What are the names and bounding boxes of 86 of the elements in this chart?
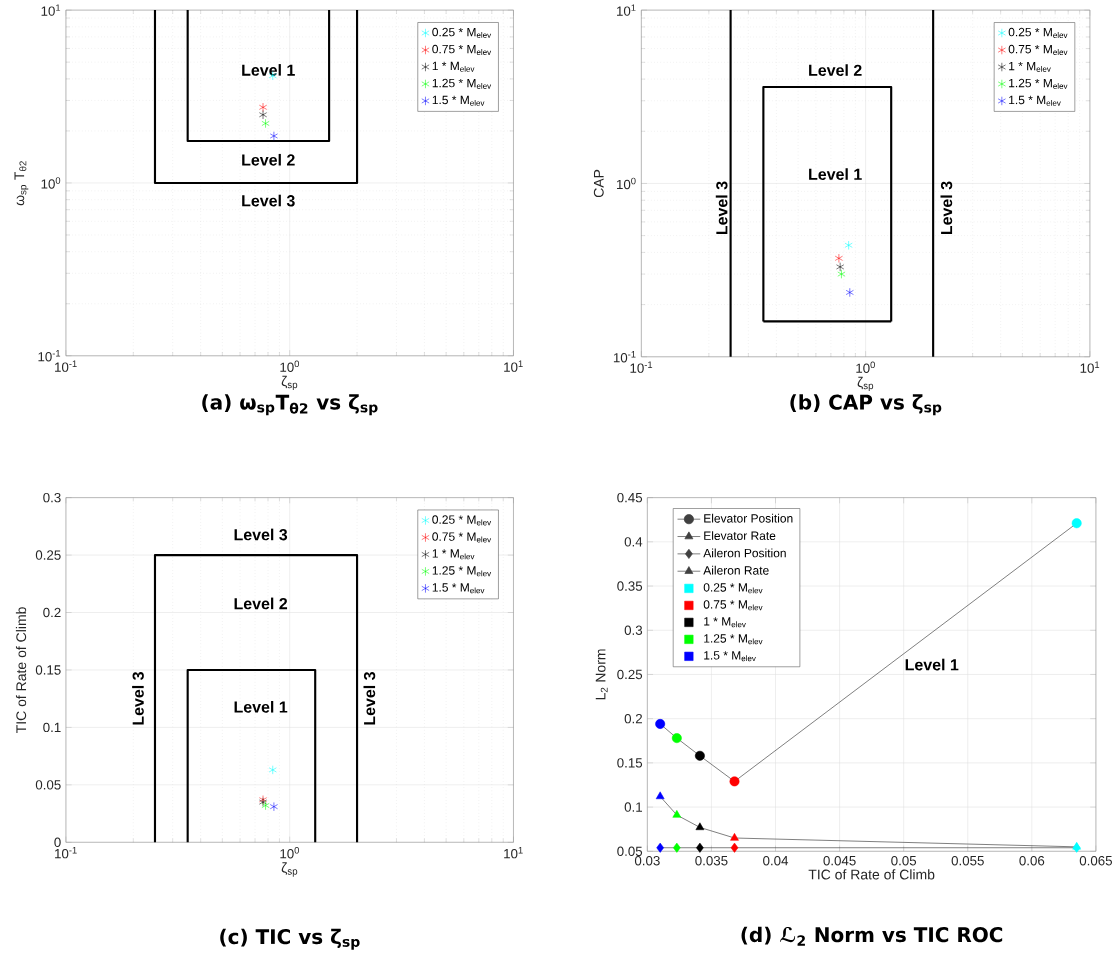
legend-label: 1.5 * M$_{elev}$: [1009, 95, 1061, 106]
y-tick-label: 0.05: [35, 780, 61, 790]
y-tick-label: 10$^{1}$: [617, 4, 636, 16]
x-axis-title: ζ$_{sp}$: [281, 862, 298, 877]
legend-label: 0.25 * M$_{elev}$: [432, 27, 492, 38]
y-tick-label: 0.3: [43, 492, 61, 503]
x-tick-label: 0.035: [695, 855, 728, 866]
legend-label: 0.75 * M$_{elev}$: [432, 44, 492, 55]
y-tick-label: 10$^{-1}$: [38, 350, 61, 362]
y-tick-label: 10$^{-1}$: [613, 351, 636, 363]
legend-label: 1.5 * M$_{elev}$: [432, 95, 485, 106]
x-tick-label: 10$^{0}$: [280, 360, 300, 372]
annotation: Level 3: [242, 194, 295, 207]
annotation: Level 1: [809, 168, 862, 180]
text: (b) CAP vs ζ$_{sp}$: [790, 394, 942, 416]
x-tick-label: 0.06: [1019, 855, 1045, 866]
y-tick-label: 0.2: [624, 713, 642, 724]
legend-label: 0.75 * M$_{elev}$: [432, 532, 492, 543]
legend-label: 1.5 * M$_{elev}$: [704, 651, 756, 662]
legend-label: 1.25 * M$_{elev}$: [432, 78, 492, 89]
annotation: Level 1: [242, 64, 295, 76]
y-tick-label: 0.2: [43, 607, 61, 618]
x-tick-label: 10$^{-1}$: [55, 846, 77, 859]
legend-label: 1 * M$_{elev}$: [432, 61, 475, 72]
x-tick-label: 0.04: [763, 855, 789, 866]
x-tick-label: 10$^{1}$: [504, 360, 523, 372]
annotation: Level 2: [234, 597, 288, 610]
y-axis-title: ω$_{sp}$ T$_{θ2}$: [14, 161, 29, 206]
x-tick-label: 0.055: [951, 855, 984, 866]
legend-label: 0.75 * M$_{elev}$: [703, 600, 763, 611]
x-tick-label: 0.045: [823, 855, 856, 866]
annotation: Level 3: [940, 181, 953, 235]
legend-label: Elevator Position: [704, 513, 793, 523]
legend-label: 1.5 * M$_{elev}$: [432, 583, 485, 594]
x-tick-label: 10$^{0}$: [280, 846, 300, 859]
y-tick-label: 0.25: [35, 550, 61, 560]
y-tick-label: 10$^{0}$: [617, 177, 636, 190]
legend-label: 1 * M$_{elev}$: [432, 549, 475, 560]
legend-label: 0.25 * M$_{elev}$: [432, 515, 492, 526]
x-tick-label: 10$^{-1}$: [55, 360, 77, 372]
y-tick-label: 0.25: [617, 669, 643, 680]
y-tick-label: 10$^{1}$: [41, 4, 61, 16]
x-tick-label: 0.05: [891, 855, 917, 866]
x-tick-label: 10$^{0}$: [856, 361, 875, 373]
annotation: Level 2: [809, 64, 862, 76]
x-axis-title: ζ$_{sp}$: [857, 376, 874, 392]
legend-label: Elevator Rate: [704, 531, 776, 540]
x-axis-title: ζ$_{sp}$: [281, 375, 298, 391]
y-tick-label: 0.15: [617, 758, 643, 768]
annotation: Level 3: [132, 672, 144, 725]
text: (d) ℒ$_{2}$ Norm vs TIC ROC: [741, 926, 1003, 946]
x-tick-label: 10$^{1}$: [504, 846, 523, 859]
y-tick-label: 0.1: [624, 802, 643, 812]
y-tick-label: 0.15: [35, 665, 61, 675]
annotation: Level 2: [242, 153, 295, 166]
legend-label: 1.25 * M$_{elev}$: [704, 634, 763, 645]
text: (c) TIC vs ζ$_{sp}$: [220, 928, 360, 950]
annotation: Level 3: [234, 528, 288, 541]
y-axis-title: TIC of Rate of Climb: [15, 607, 27, 733]
legend-label: 0.75 * M$_{elev}$: [1008, 44, 1068, 55]
legend-label: 0.25 * M$_{elev}$: [703, 583, 763, 594]
x-tick-label: 0.03: [634, 855, 660, 866]
annotation: Level 1: [905, 658, 959, 671]
annotation: Level 1: [234, 700, 288, 713]
x-tick-label: 10$^{1}$: [1080, 361, 1100, 373]
legend-label: Aileron Rate: [703, 565, 769, 575]
legend-label: 1.25 * M$_{elev}$: [432, 566, 492, 577]
y-tick-label: 0.1: [43, 722, 61, 733]
legend-label: 1 * M$_{elev}$: [704, 617, 746, 628]
legend-label: 1 * M$_{elev}$: [1009, 61, 1051, 72]
legend-label: 1.25 * M$_{elev}$: [1009, 78, 1068, 89]
y-tick-label: 0.35: [617, 581, 643, 591]
y-axis-title: L$_{2}$ Norm: [595, 649, 608, 700]
y-tick-label: 10$^{0}$: [41, 177, 61, 189]
text: (a) ω$_{sp}$T$_{θ2}$ vs ζ$_{sp}$: [202, 394, 378, 416]
x-axis-title: TIC of Rate of Climb: [808, 869, 935, 880]
y-tick-label: 0: [54, 837, 61, 847]
y-tick-label: 0.4: [624, 537, 643, 547]
y-tick-label: 0.45: [617, 492, 643, 503]
legend-label: Aileron Position: [703, 548, 786, 558]
y-tick-label: 0.3: [624, 625, 643, 635]
annotation: Level 3: [715, 181, 728, 235]
legend-label: 0.25 * M$_{elev}$: [1008, 27, 1068, 38]
y-axis-title: CAP: [593, 169, 604, 198]
x-tick-label: 0.065: [1079, 855, 1113, 866]
annotation: Level 3: [363, 672, 376, 725]
